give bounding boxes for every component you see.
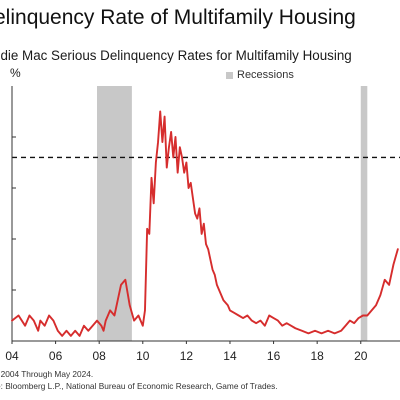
series-line-1 [11, 110, 399, 337]
x-tick-label-08: 08 [93, 349, 107, 363]
x-tick-label-18: 18 [310, 349, 324, 363]
chart-source: e: Bloomberg L.P., National Bureau of Ec… [0, 381, 278, 391]
chart-title: elinquency Rate of Multifamily Housing [0, 6, 356, 29]
series-group [11, 110, 399, 337]
axes [11, 86, 400, 342]
x-tick-label-06: 06 [49, 349, 63, 363]
legend: Recessions [226, 68, 294, 82]
x-tick-label-12: 12 [180, 349, 194, 363]
legend-swatch-recessions [226, 71, 233, 79]
recession-band-2 [360, 86, 368, 341]
x-tick-label-14: 14 [223, 349, 237, 363]
x-tick-label-16: 16 [267, 349, 281, 363]
legend-label-recessions: Recessions [237, 69, 294, 81]
x-tick-label-10: 10 [136, 349, 150, 363]
y-axis-label: % [10, 66, 21, 80]
chart-note: : 2004 Through May 2024. [0, 369, 94, 379]
chart-subtitle: ddie Mac Serious Delinquency Rates for M… [0, 48, 352, 63]
x-tick-label-20: 20 [354, 349, 368, 363]
x-tick-label-04: 04 [5, 349, 19, 363]
recession-band-1 [97, 86, 132, 341]
x-tick-labels: 04 06 08 10 12 14 16 18 20 [5, 341, 368, 363]
recession-bands [97, 86, 368, 341]
